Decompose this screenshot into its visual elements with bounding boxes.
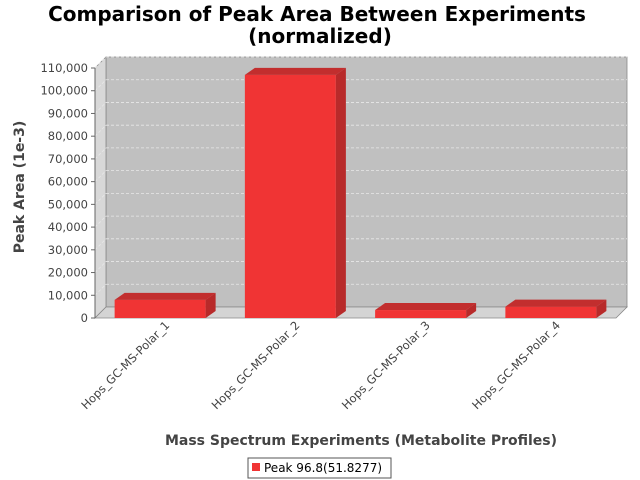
y-tick-label: 80,000 <box>48 129 88 143</box>
legend-box <box>247 457 392 479</box>
plot-area <box>94 56 628 319</box>
gridline-side <box>94 170 107 182</box>
y-tick-label: 40,000 <box>48 220 88 234</box>
chart-title-line-1: Comparison of Peak Area Between Experime… <box>48 2 586 26</box>
y-axis-label: Peak Area (1e-3) <box>12 121 28 254</box>
y-tick-label: 100,000 <box>40 84 88 98</box>
y-tick-label: 50,000 <box>48 197 88 211</box>
bar-top-face <box>505 299 607 307</box>
y-tick-label: 10,000 <box>48 288 88 302</box>
x-tick-label: Hops_GC-MS-Polar_3 <box>339 318 433 412</box>
bar-side-face <box>596 299 607 318</box>
bar-side-face <box>466 303 477 318</box>
gridline-side <box>94 102 107 114</box>
y-tick-label: 30,000 <box>48 243 88 257</box>
gridline-side <box>94 124 107 137</box>
y-tick-label: 20,000 <box>48 266 88 280</box>
y-tick-label: 90,000 <box>48 106 88 120</box>
y-axis-ticks: 0 10,000 20,000 30,000 40,000 50,000 60,000 70,… <box>40 61 96 325</box>
y-tick-label: 70,000 <box>48 152 88 166</box>
gridline-side <box>94 283 107 296</box>
gridline-side <box>94 215 107 228</box>
gridline-side <box>94 238 107 251</box>
x-axis-ticks: Hops_GC-MS-Polar_1 Hops_GC-MS-Polar_2 Hops… <box>78 318 563 412</box>
gridline-side <box>94 79 107 92</box>
bar <box>375 310 467 318</box>
chart-title-line-2: (normalized) <box>248 24 392 48</box>
bar <box>114 299 206 318</box>
gridline-side <box>94 147 107 160</box>
x-tick-label: Hops_GC-MS-Polar_2 <box>209 318 303 412</box>
legend-swatch <box>252 463 260 471</box>
legend-entry: Peak 96.8(51.8277) <box>264 461 382 475</box>
plot-left-wall <box>94 56 107 319</box>
y-tick-label: 110,000 <box>40 61 88 75</box>
gridline-side <box>94 193 107 205</box>
x-tick-label: Hops_GC-MS-Polar_4 <box>469 318 563 412</box>
y-tick-label: 0 <box>81 311 88 325</box>
legend: Peak 96.8(51.8277) <box>247 457 392 479</box>
bar-top-face <box>114 292 216 300</box>
plot-back-wall <box>105 56 628 308</box>
y-tick-label: 60,000 <box>48 175 88 189</box>
gridline-side <box>94 261 107 273</box>
x-tick-label: Hops_GC-MS-Polar_1 <box>78 318 172 412</box>
gridline-side <box>94 56 107 69</box>
bar <box>244 74 336 319</box>
bar <box>505 306 597 318</box>
x-axis-label: Mass Spectrum Experiments (Metabolite Pr… <box>165 433 557 449</box>
bars-group <box>114 67 607 319</box>
bar-top-face <box>375 303 477 311</box>
bar-side-face <box>335 67 346 319</box>
bar-top-face <box>244 67 346 75</box>
bar-side-face <box>205 292 216 318</box>
